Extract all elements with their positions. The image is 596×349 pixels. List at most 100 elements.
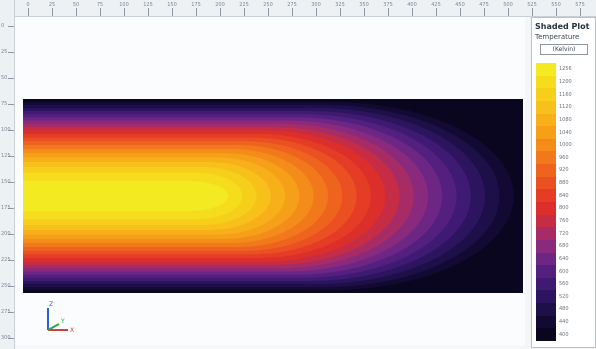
- ruler-tick: [292, 8, 293, 16]
- model-canvas[interactable]: Z X Y: [15, 17, 525, 345]
- legend-swatch: [536, 164, 556, 178]
- ruler-tick-label: 0: [26, 2, 30, 8]
- ruler-tick-label: 450: [455, 2, 465, 8]
- ruler-tick: [580, 8, 581, 16]
- legend-label: 840: [559, 192, 569, 199]
- legend-swatch: [536, 277, 556, 291]
- ruler-tick-label: 150: [1, 179, 11, 185]
- ruler-tick: [316, 8, 317, 16]
- ruler-tick: [340, 8, 341, 16]
- ruler-tick: [388, 8, 389, 16]
- ruler-tick-label: 275: [1, 309, 11, 315]
- ruler-tick-label: 375: [383, 2, 393, 8]
- ruler-tick: [244, 8, 245, 16]
- ruler-tick-label: 175: [191, 2, 201, 8]
- ruler-tick-label: 25: [48, 2, 56, 8]
- ruler-tick: [436, 8, 437, 16]
- temperature-contour-field: [23, 99, 523, 293]
- ruler-tick-label: 200: [215, 2, 225, 8]
- ruler-tick: [8, 234, 14, 235]
- legend-swatch: [536, 328, 556, 342]
- ruler-tick-label: 425: [431, 2, 441, 8]
- legend-label: 480: [559, 306, 569, 313]
- ruler-tick: [8, 130, 14, 131]
- legend-unit-selector[interactable]: (Kelvin): [540, 44, 588, 55]
- legend-swatch: [536, 138, 556, 152]
- legend-swatch: [536, 113, 556, 127]
- legend-panel: Shaded Plot Temperature (Kelvin) 1256 120…: [531, 17, 596, 348]
- ruler-tick-label: 525: [527, 2, 537, 8]
- legend-swatch: [536, 315, 556, 329]
- ruler-tick-label: 350: [359, 2, 369, 8]
- ruler-tick-label: 550: [551, 2, 561, 8]
- legend-swatch: [536, 227, 556, 241]
- legend-swatch: [536, 239, 556, 254]
- legend-swatch: [536, 252, 556, 266]
- legend-label: 760: [559, 217, 569, 224]
- ruler-tick: [8, 104, 14, 105]
- legend-swatch: [536, 214, 556, 228]
- legend-label: 960: [559, 154, 569, 161]
- legend-label: 640: [559, 255, 569, 262]
- ruler-tick: [8, 208, 14, 209]
- ruler-tick-label: 250: [1, 283, 11, 289]
- ruler-tick: [508, 8, 509, 16]
- ruler-tick-label: 100: [119, 2, 129, 8]
- ruler-tick: [8, 78, 14, 79]
- triad-z-label: Z: [49, 301, 53, 308]
- legend-swatch: [536, 202, 556, 216]
- ruler-tick: [8, 182, 14, 183]
- legend-label: 1200: [559, 78, 572, 85]
- legend-swatch: [536, 100, 556, 115]
- ruler-tick-label: 500: [503, 2, 513, 8]
- legend-swatch: [536, 75, 556, 89]
- legend-label: 1040: [559, 129, 572, 136]
- ruler-tick: [124, 8, 125, 16]
- ruler-tick-label: 150: [167, 2, 177, 8]
- legend-label: 1256: [559, 66, 572, 73]
- ruler-tick: [8, 260, 14, 261]
- ruler-tick-label: 100: [1, 127, 11, 133]
- left-ruler: 0 25 50 75 100 125 150 175 200 225 250 275 300: [0, 0, 15, 349]
- ruler-tick-label: 25: [1, 49, 8, 55]
- ruler-tick-label: 575: [575, 2, 585, 8]
- ruler-tick-label: 75: [1, 101, 8, 107]
- legend-swatch: [536, 88, 556, 102]
- ruler-tick-label: 400: [407, 2, 417, 8]
- ruler-tick-label: 175: [1, 205, 11, 211]
- legend-label: 720: [559, 230, 569, 237]
- ruler-tick: [8, 52, 14, 53]
- axis-triad-icon: Z X Y: [47, 301, 74, 334]
- legend-title: Shaded Plot: [535, 22, 590, 31]
- legend-label: 600: [559, 268, 569, 275]
- ruler-tick-label: 125: [1, 153, 11, 159]
- triad-y-axis: [47, 323, 60, 331]
- legend-label: 520: [559, 293, 569, 300]
- legend-subtitle: Temperature: [535, 33, 580, 41]
- triad-x-label: X: [70, 327, 74, 334]
- ruler-tick: [8, 312, 14, 313]
- ruler-tick-label: 200: [1, 231, 11, 237]
- ruler-tick: [8, 286, 14, 287]
- ruler-tick-label: 125: [143, 2, 153, 8]
- ruler-tick: [364, 8, 365, 16]
- legend-label: 1080: [559, 116, 572, 123]
- ruler-tick-label: 225: [1, 257, 11, 263]
- ruler-tick: [220, 8, 221, 16]
- legend-label: 1120: [559, 104, 572, 111]
- legend-swatch: [536, 189, 556, 203]
- ruler-tick: [412, 8, 413, 16]
- legend-swatch: [536, 265, 556, 279]
- legend-label: 400: [559, 331, 569, 338]
- legend-swatch: [536, 290, 556, 304]
- ruler-tick-label: 50: [72, 2, 80, 8]
- legend-swatch: [536, 303, 556, 317]
- ruler-tick: [100, 8, 101, 16]
- legend-color-bar: [536, 63, 556, 342]
- legend-label: 1160: [559, 91, 572, 98]
- ruler-tick: [52, 8, 53, 16]
- legend-label: 560: [559, 281, 569, 288]
- ruler-tick: [532, 8, 533, 16]
- ruler-tick: [196, 8, 197, 16]
